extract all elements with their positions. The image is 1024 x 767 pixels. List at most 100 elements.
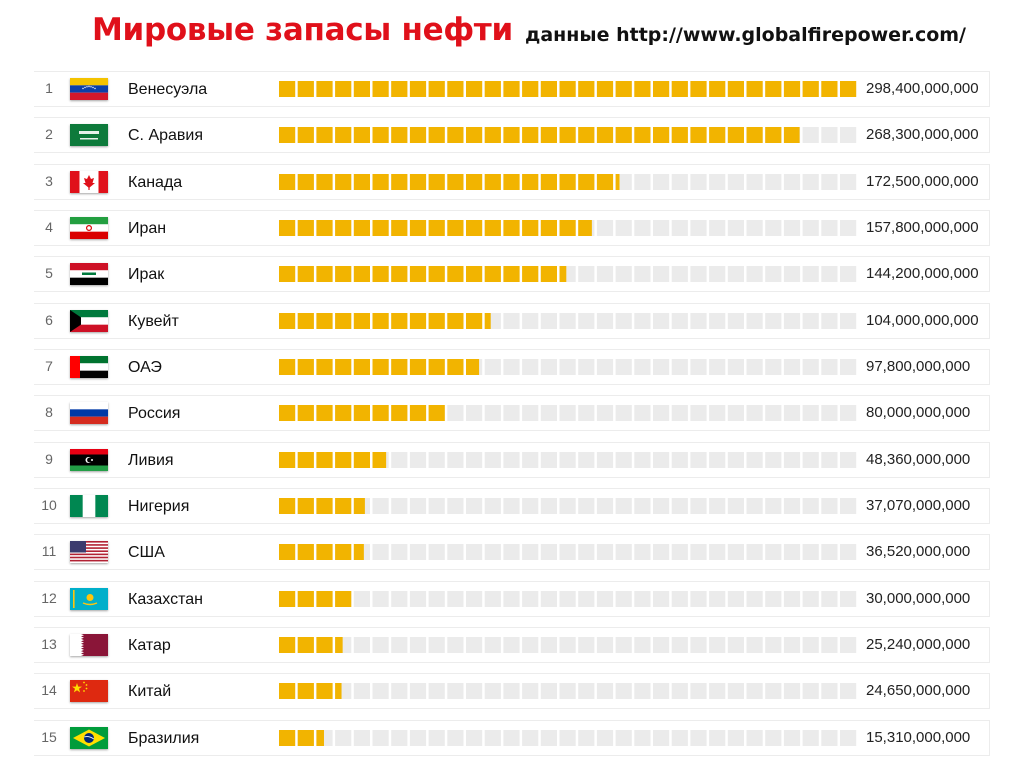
usa-flag-icon [70,541,108,563]
bar-segment [484,266,501,283]
category-label: Нигерия [128,497,190,515]
bar-track-segment [615,451,632,468]
bar-segment [466,219,483,236]
bar-segment [409,312,427,329]
bar-track-segment [522,636,539,653]
bar-track-segment [709,173,726,190]
bar-track-segment [391,590,408,607]
bar-track-segment [428,544,445,561]
bar [279,590,857,607]
bar-track-segment [746,312,763,329]
bar-track-segment [428,590,445,607]
bar-segment [353,266,370,283]
bar-track-segment [391,729,408,746]
bar-track-segment [559,497,576,514]
bar-track-segment [802,219,819,236]
bar-segment [503,81,520,97]
bar-track-segment [821,636,838,653]
bar-track-segment [615,312,632,329]
rank-label: 13 [41,635,57,652]
bar-track-segment [746,266,763,283]
bar-track-segment [783,405,801,422]
category-label: Китай [128,683,172,701]
bar-track-segment [615,358,632,375]
bar-track-segment [522,729,539,746]
bar-track-segment [653,683,670,700]
value-label: 80,000,000,000 [866,404,971,422]
bar-track-segment [484,358,501,375]
bar-segment [578,219,592,236]
bar-track-segment [765,451,782,468]
rank-label: 11 [41,543,57,560]
bar-segment [428,173,445,190]
bar-segment [484,219,501,236]
canada-flag-icon [70,170,108,193]
bar-segment [466,173,483,190]
bar-track-segment [447,544,464,561]
bar-track-segment [690,590,707,607]
table-row: 1 Венесуэла 298,400,000,000 [34,71,990,107]
bar-track-segment [746,544,763,561]
bar-segment [821,81,838,97]
bar-segment [335,636,343,653]
bar-track-segment [409,451,427,468]
bar-track-segment [596,683,614,700]
kazakhstan-flag-icon [70,587,108,610]
bar-track-segment [596,266,614,283]
bar-track-segment [746,405,763,422]
bar-segment [372,81,389,97]
bar-track-segment [690,266,707,283]
bar-track-segment [709,312,726,329]
bar-track-segment [466,544,483,561]
bar-segment [503,266,520,283]
bar-track-segment [671,590,688,607]
bar-segment [391,358,408,375]
bar-segment [335,81,352,97]
bar-track-segment [578,451,595,468]
bar-track-segment [653,544,670,561]
bar-track-segment [802,266,819,283]
bar-track-segment [746,590,763,607]
bar-track-segment [727,312,744,329]
bar-track-segment [634,544,651,561]
bar-segment [447,358,464,375]
bar-track-segment [690,312,707,329]
bar-segment [559,173,576,190]
bar-segment [279,683,296,700]
bar-track-segment [578,636,595,653]
bar-track-segment [391,636,408,653]
bar-segment [353,497,365,514]
bar-track-segment [783,729,801,746]
bar-track-segment [709,729,726,746]
bar-segment [391,312,408,329]
bar-track-segment [727,683,744,700]
bar-track-segment [540,729,557,746]
bar-track-segment [503,497,520,514]
bar-track-segment [783,266,801,283]
bar-segment [391,173,408,190]
value-label: 37,070,000,000 [866,496,971,514]
bar-track-segment [484,590,501,607]
bar-track-segment [578,358,595,375]
bar-track-segment [503,544,520,561]
bar-track-segment [466,683,483,700]
bar-segment [559,81,576,97]
bar-segment [279,636,296,653]
kuwait-flag-icon [70,309,108,332]
russia-flag-icon [70,402,108,425]
bar-segment [765,127,782,144]
bar-segment [316,81,333,97]
bar-track-segment [447,683,464,700]
bar-track-segment [690,219,707,236]
bar [279,81,857,97]
bar-segment [596,81,614,97]
rank-label: 7 [45,357,53,374]
bar-segment [559,219,576,236]
bar-segment [466,358,480,375]
bar-track-segment [840,358,857,375]
bar-track-segment [559,636,576,653]
brazil-flag-icon [70,726,108,749]
bar-segment [522,81,539,97]
bar-segment [335,590,352,607]
bar-track-segment [596,451,614,468]
